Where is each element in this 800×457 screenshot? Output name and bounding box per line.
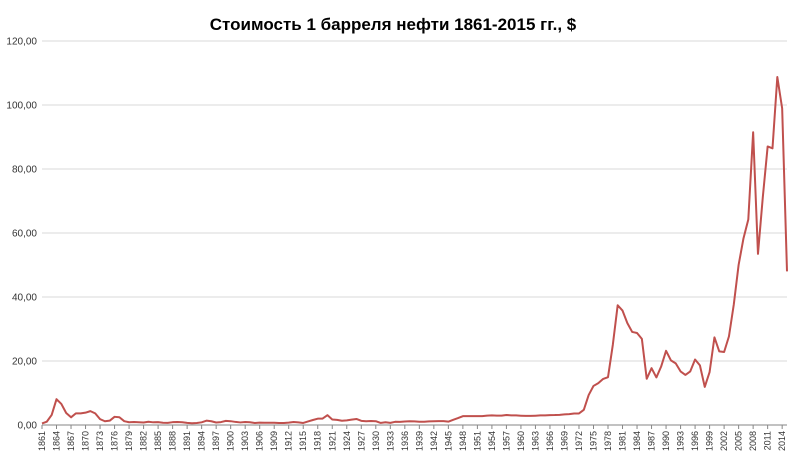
y-tick-label: 100,00 xyxy=(6,101,37,112)
x-tick-label: 1963 xyxy=(530,431,540,451)
x-tick-label: 1999 xyxy=(705,431,715,451)
x-tick-label: 1918 xyxy=(313,431,323,451)
chart-title: Стоимость 1 барреля нефти 1861-2015 гг.,… xyxy=(210,15,577,34)
x-tick-label: 1921 xyxy=(327,431,337,451)
x-tick-label: 2002 xyxy=(719,431,729,451)
x-tick-label: 1945 xyxy=(443,431,453,451)
x-tick-label: 1984 xyxy=(632,431,642,451)
x-tick-label: 1951 xyxy=(472,431,482,451)
x-tick-label: 1912 xyxy=(284,431,294,451)
x-tick-label: 1894 xyxy=(197,431,207,451)
x-tick-label: 1936 xyxy=(400,431,410,451)
x-tick-label: 1969 xyxy=(559,431,569,451)
x-tick-label: 1987 xyxy=(647,431,657,451)
x-tick-label: 1873 xyxy=(95,431,105,451)
x-tick-label: 1897 xyxy=(211,431,221,451)
series-layer xyxy=(41,76,788,425)
y-tick-label: 80,00 xyxy=(12,165,37,176)
x-tick-label: 1909 xyxy=(269,431,279,451)
x-tick-label: 1972 xyxy=(574,431,584,451)
x-tick-label: 2005 xyxy=(734,431,744,451)
x-tick-label: 1879 xyxy=(124,431,134,451)
x-axis-tick-labels: 1861 1864 1867 1870 1873 1876 1879 1882 1885 1888… xyxy=(37,425,787,451)
x-tick-label: 1993 xyxy=(676,431,686,451)
x-tick-label: 2011 xyxy=(763,431,773,450)
x-tick-label: 1942 xyxy=(429,431,439,451)
y-tick-label: 120,00 xyxy=(6,37,37,48)
x-tick-label: 1978 xyxy=(603,431,613,451)
x-tick-label: 1954 xyxy=(487,431,497,451)
x-tick-label: 1924 xyxy=(342,431,352,451)
x-tick-label: 1870 xyxy=(81,431,91,451)
x-tick-label: 1981 xyxy=(618,431,628,451)
x-tick-label: 1957 xyxy=(501,431,511,451)
gridlines xyxy=(42,40,787,362)
x-tick-label: 1996 xyxy=(690,431,700,451)
series-line xyxy=(41,76,788,425)
x-tick-label: 1933 xyxy=(385,431,395,451)
x-tick-label: 1885 xyxy=(153,431,163,451)
y-tick-label: 40,00 xyxy=(12,293,37,304)
x-tick-label: 1915 xyxy=(298,431,308,451)
x-tick-label: 1927 xyxy=(356,431,366,451)
x-tick-label: 1948 xyxy=(458,431,468,451)
x-tick-label: 1888 xyxy=(168,431,178,451)
x-tick-label: 1882 xyxy=(139,431,149,451)
y-tick-label: 0,00 xyxy=(18,421,38,432)
x-tick-label: 1990 xyxy=(661,431,671,451)
x-tick-label: 1930 xyxy=(371,431,381,451)
x-tick-label: 1975 xyxy=(588,431,598,451)
x-tick-label: 1876 xyxy=(110,431,120,451)
x-tick-label: 1900 xyxy=(226,431,236,451)
x-tick-label: 1864 xyxy=(52,431,62,451)
x-tick-label: 2008 xyxy=(748,431,758,451)
x-tick-label: 2014 xyxy=(777,431,787,451)
x-tick-label: 1939 xyxy=(414,431,424,451)
x-tick-label: 1891 xyxy=(182,431,192,451)
x-tick-label: 1903 xyxy=(240,431,250,451)
x-tick-label: 1966 xyxy=(545,431,555,451)
x-tick-label: 1906 xyxy=(255,431,265,451)
y-tick-label: 60,00 xyxy=(12,229,37,240)
y-tick-label: 20,00 xyxy=(12,357,37,368)
x-tick-label: 1867 xyxy=(66,431,76,451)
y-axis-tick-labels: 0,00 20,00 40,00 60,00 80,00 100,00 120,00 xyxy=(6,37,37,432)
x-tick-label: 1861 xyxy=(37,431,47,451)
x-tick-label: 1960 xyxy=(516,431,526,451)
